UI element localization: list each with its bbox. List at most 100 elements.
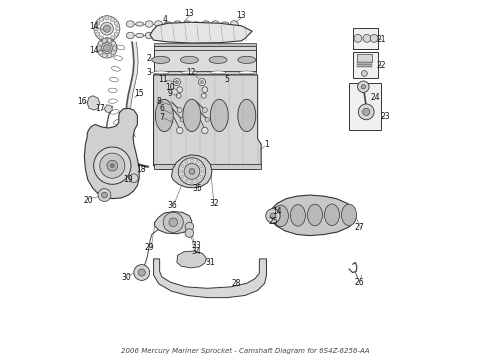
Ellipse shape [136,22,144,26]
Ellipse shape [307,204,322,226]
Text: 33: 33 [191,241,201,250]
Circle shape [169,218,177,226]
Circle shape [99,36,104,40]
Text: 7: 7 [159,113,164,122]
Bar [357,62,371,63]
Circle shape [100,153,125,178]
Circle shape [105,37,109,41]
Text: 8: 8 [157,96,161,105]
Text: 26: 26 [355,278,365,287]
Polygon shape [87,96,100,110]
Polygon shape [133,62,138,72]
Circle shape [114,21,119,26]
Circle shape [107,39,112,43]
Ellipse shape [153,71,169,74]
Polygon shape [132,42,137,51]
Text: 13: 13 [185,9,194,18]
Circle shape [103,25,111,32]
Circle shape [101,42,112,53]
Bar [357,64,371,65]
Circle shape [103,44,111,51]
Circle shape [100,22,113,35]
Text: 27: 27 [355,223,365,232]
Circle shape [111,41,116,46]
Circle shape [358,81,369,93]
Text: 22: 22 [376,61,386,70]
Polygon shape [270,195,356,235]
Circle shape [96,21,100,26]
Circle shape [185,222,194,231]
Text: 30: 30 [121,273,131,282]
Polygon shape [155,212,192,234]
Text: 11: 11 [158,75,168,84]
Ellipse shape [238,99,256,132]
Circle shape [116,27,120,31]
Circle shape [177,108,182,113]
Circle shape [111,164,114,167]
Circle shape [189,168,195,174]
Text: 3: 3 [147,68,151,77]
Polygon shape [172,155,212,188]
Ellipse shape [324,204,340,226]
Ellipse shape [164,22,172,26]
Ellipse shape [211,32,220,39]
Bar [357,54,371,62]
Circle shape [98,189,111,202]
Ellipse shape [155,21,163,27]
Circle shape [134,265,149,280]
Ellipse shape [180,56,198,63]
Circle shape [138,269,146,276]
Polygon shape [104,105,112,113]
Circle shape [198,78,205,86]
Circle shape [110,36,115,40]
Polygon shape [177,251,206,268]
Circle shape [111,50,116,55]
Polygon shape [133,51,138,62]
Ellipse shape [238,56,256,63]
Text: 20: 20 [83,196,93,205]
Text: 17: 17 [95,104,104,113]
Circle shape [370,35,378,42]
Circle shape [98,50,103,55]
Text: 36: 36 [168,201,177,210]
Circle shape [205,118,210,122]
Polygon shape [126,125,133,132]
Circle shape [180,118,184,122]
Circle shape [177,87,183,93]
Text: 14: 14 [272,207,282,216]
Bar [353,52,378,78]
Polygon shape [153,259,267,298]
Polygon shape [126,105,131,116]
Polygon shape [126,94,133,105]
Bar [153,43,256,45]
Circle shape [99,17,104,22]
Ellipse shape [273,205,289,226]
Ellipse shape [136,33,144,38]
Circle shape [101,192,107,198]
Text: 32: 32 [210,199,220,208]
Text: 13: 13 [237,11,246,20]
Text: 29: 29 [144,243,154,252]
Circle shape [102,39,107,43]
Ellipse shape [239,71,255,74]
Circle shape [358,104,374,120]
Ellipse shape [173,32,181,39]
Text: 25: 25 [268,217,278,226]
Ellipse shape [291,204,305,226]
Circle shape [129,174,138,183]
Ellipse shape [145,21,153,27]
Polygon shape [131,72,137,83]
Circle shape [107,53,112,58]
Circle shape [98,41,103,46]
Circle shape [176,93,181,98]
Ellipse shape [193,33,200,38]
Bar [357,66,371,67]
Circle shape [185,229,194,237]
Polygon shape [126,116,131,125]
Ellipse shape [221,33,229,38]
Ellipse shape [209,56,227,63]
Circle shape [107,160,118,171]
Text: 21: 21 [376,35,386,44]
Bar [349,83,381,130]
Bar [153,71,256,74]
